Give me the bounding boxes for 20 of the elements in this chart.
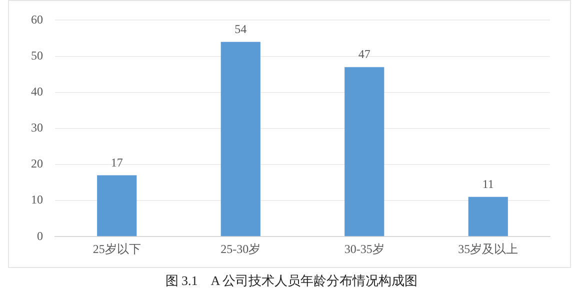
bar xyxy=(220,42,260,236)
x-tick-label: 35岁及以上 xyxy=(458,242,518,256)
y-tick-label: 60 xyxy=(31,12,43,26)
bar xyxy=(97,175,137,236)
data-label: 17 xyxy=(110,155,123,170)
data-label: 54 xyxy=(234,22,247,36)
x-tick-label: 25岁以下 xyxy=(92,242,141,256)
y-tick-label: 0 xyxy=(37,228,43,243)
x-tick-label: 30-35岁 xyxy=(344,242,384,256)
data-label: 11 xyxy=(482,177,494,192)
bar xyxy=(468,196,508,236)
y-tick-label: 20 xyxy=(31,156,43,171)
x-tick-label: 25-30岁 xyxy=(220,242,261,256)
data-label: 47 xyxy=(358,47,370,62)
y-tick-label: 50 xyxy=(31,48,43,62)
text: 图 3.1 A 公司技术人员年龄分布情况构成图 xyxy=(164,272,419,290)
y-tick-label: 10 xyxy=(31,192,43,207)
bar xyxy=(344,67,384,236)
y-tick-label: 30 xyxy=(31,120,43,135)
y-tick-label: 40 xyxy=(31,84,43,98)
